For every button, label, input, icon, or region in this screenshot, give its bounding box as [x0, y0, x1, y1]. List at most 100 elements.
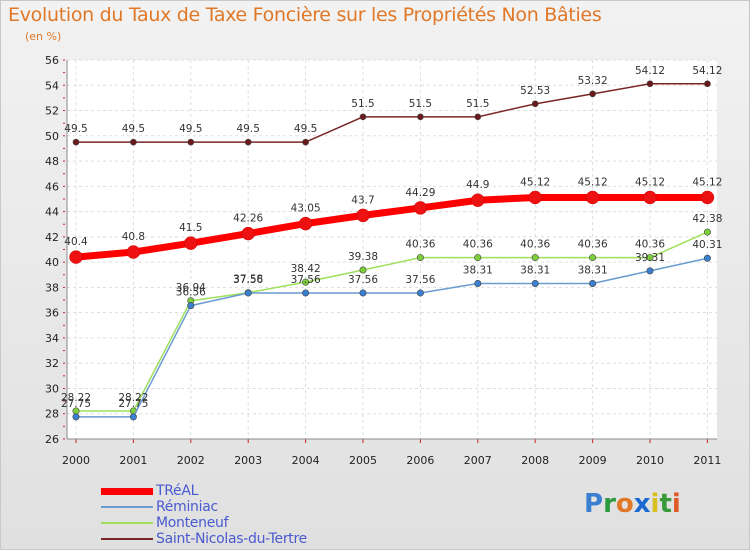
- data-label: 39.38: [348, 251, 378, 263]
- data-label: 45.12: [520, 176, 550, 188]
- data-point: [359, 266, 367, 274]
- data-label: 40.36: [405, 239, 435, 251]
- data-label: 45.12: [692, 176, 722, 188]
- legend-label: TRéAL: [156, 483, 199, 499]
- y-tick-label: 44: [45, 206, 59, 219]
- data-label: 37.56: [348, 274, 378, 286]
- data-point: [129, 413, 137, 421]
- y-tick-label: 48: [45, 155, 59, 168]
- data-point: [585, 190, 600, 205]
- data-label: 40.36: [520, 239, 550, 251]
- x-tick-label: 2010: [636, 454, 664, 467]
- y-tick-label: 36: [45, 307, 59, 320]
- data-point: [528, 190, 542, 205]
- data-label: 40.4: [64, 236, 88, 248]
- y-tick-label: 30: [45, 382, 59, 395]
- logo-letter: t: [659, 489, 672, 519]
- series-line-saint-nicolas-du-tertre: [76, 83, 708, 143]
- data-label: 51.5: [409, 98, 432, 110]
- data-point: [531, 100, 539, 108]
- proxiti-logo: Proxiti: [584, 489, 681, 519]
- series-line-tr-al: [75, 193, 708, 261]
- data-label: 42.38: [692, 213, 722, 225]
- data-label: 37.56: [291, 274, 321, 286]
- x-tick-label: 2001: [119, 454, 147, 467]
- series-line-r-miniac: [76, 257, 708, 418]
- legend-label: Monteneuf: [156, 515, 229, 531]
- data-point: [302, 278, 310, 286]
- data-label: 42.26: [233, 213, 263, 225]
- data-point: [646, 267, 654, 275]
- data-point: [356, 208, 370, 223]
- data-label: 37.56: [405, 274, 435, 286]
- y-tick-label: 32: [45, 357, 59, 370]
- data-point: [302, 138, 309, 146]
- data-point: [704, 80, 711, 88]
- data-label: 36.56: [176, 287, 206, 299]
- data-point: [413, 201, 428, 215]
- data-point: [416, 289, 424, 297]
- y-tick-label: 56: [45, 54, 59, 67]
- data-point: [302, 289, 310, 297]
- data-point: [69, 250, 83, 264]
- data-label: 43.05: [291, 203, 321, 215]
- data-point: [589, 90, 596, 98]
- logo-letter: i: [650, 489, 660, 519]
- y-tick-label: 50: [45, 130, 59, 143]
- data-point: [298, 216, 313, 231]
- data-point: [187, 138, 195, 146]
- legend-item: TRéAL: [101, 483, 307, 499]
- y-tick-label: 40: [45, 256, 59, 269]
- data-label: 43.7: [351, 194, 374, 206]
- data-point: [416, 254, 424, 262]
- x-tick-label: 2009: [579, 454, 607, 467]
- data-label: 49.5: [122, 123, 145, 135]
- data-point: [126, 245, 141, 259]
- data-point: [187, 302, 195, 310]
- legend-item: Réminiac: [101, 499, 307, 515]
- x-tick-label: 2006: [406, 454, 434, 467]
- data-point: [643, 190, 657, 205]
- legend: TRéAL Réminiac Monteneuf Saint-Nicolas-du-T…: [101, 483, 307, 547]
- x-tick-label: 2007: [464, 454, 492, 467]
- x-tick-label: 2011: [693, 454, 721, 467]
- data-label: 38.42: [291, 263, 321, 275]
- data-label: 44.29: [405, 187, 435, 199]
- x-tick-label: 2005: [349, 454, 377, 467]
- y-tick-label: 28: [45, 408, 59, 421]
- data-label: 40.36: [635, 239, 665, 251]
- data-point: [184, 236, 198, 250]
- data-label: 54.12: [692, 65, 722, 77]
- y-axis-unit-label: (en %): [25, 30, 62, 43]
- data-point: [589, 254, 597, 262]
- data-label: 38.31: [578, 264, 608, 276]
- data-label: 39.31: [635, 252, 665, 264]
- data-label: 40.8: [122, 231, 145, 243]
- data-point: [244, 289, 252, 297]
- data-point: [531, 254, 539, 262]
- data-label: 41.5: [179, 222, 202, 234]
- data-point: [646, 80, 654, 88]
- data-label: 37.58: [233, 274, 263, 286]
- data-label: 54.12: [635, 65, 665, 77]
- data-label: 38.31: [463, 264, 493, 276]
- legend-label: Saint-Nicolas-du-Tertre: [156, 531, 307, 547]
- data-point: [72, 138, 80, 146]
- data-point: [244, 138, 252, 146]
- data-point: [700, 190, 715, 205]
- data-label: 44.9: [466, 179, 489, 191]
- data-label: 53.32: [578, 75, 608, 87]
- data-point: [703, 254, 711, 262]
- data-point: [589, 279, 597, 287]
- y-tick-label: 52: [45, 105, 59, 118]
- y-tick-label: 34: [45, 332, 59, 345]
- y-tick-label: 54: [45, 79, 59, 92]
- plot-area: [67, 60, 717, 439]
- x-tick-label: 2002: [177, 454, 205, 467]
- data-label: 28.22: [61, 392, 91, 404]
- y-tick-label: 26: [45, 433, 59, 446]
- data-label: 49.5: [64, 123, 87, 135]
- data-label: 27.75: [118, 398, 148, 410]
- data-point: [531, 279, 539, 287]
